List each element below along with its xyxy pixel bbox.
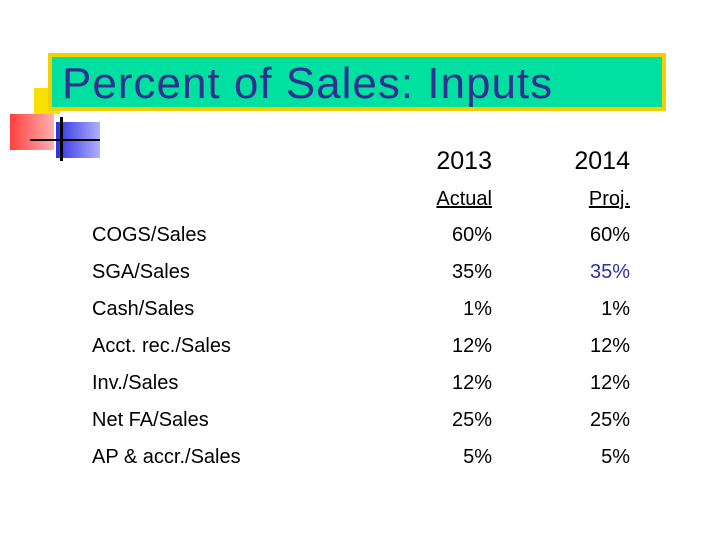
- percent-of-sales-table: 2013 2014 Actual Proj. COGS/Sales 60% 60…: [84, 140, 630, 476]
- table-row: Cash/Sales 1% 1%: [84, 291, 630, 328]
- year-header-row: 2013 2014: [84, 140, 630, 182]
- value-2014-highlighted: 35%: [589, 261, 630, 283]
- row-label: Inv./Sales: [92, 372, 179, 394]
- decorative-red-square: [10, 114, 54, 150]
- row-label: SGA/Sales: [92, 261, 190, 283]
- value-2013: 12%: [451, 335, 492, 357]
- projected-subheader: Proj.: [588, 188, 630, 210]
- year-2014-header: 2014: [574, 146, 630, 175]
- decorative-horizontal-rule: [30, 139, 100, 141]
- value-2014: 12%: [589, 335, 630, 357]
- table-row: Net FA/Sales 25% 25%: [84, 402, 630, 439]
- row-label: Net FA/Sales: [92, 409, 209, 431]
- value-2014: 5%: [601, 446, 630, 468]
- actual-subheader: Actual: [436, 188, 492, 210]
- row-label: Acct. rec./Sales: [92, 335, 231, 357]
- value-2013: 12%: [451, 372, 492, 394]
- decorative-vertical-rule: [60, 117, 63, 161]
- table-row: Inv./Sales 12% 12%: [84, 365, 630, 402]
- title-banner: Percent of Sales: Inputs: [48, 53, 666, 111]
- table-row: SGA/Sales 35% 35%: [84, 254, 630, 291]
- table-row: AP & accr./Sales 5% 5%: [84, 439, 630, 476]
- value-2013: 25%: [451, 409, 492, 431]
- row-label: Cash/Sales: [92, 298, 195, 320]
- table-row: COGS/Sales 60% 60%: [84, 217, 630, 254]
- value-2014: 1%: [601, 298, 630, 320]
- table-row: Acct. rec./Sales 12% 12%: [84, 328, 630, 365]
- year-2013-header: 2013: [436, 146, 492, 175]
- subheader-row: Actual Proj.: [84, 182, 630, 217]
- row-label: AP & accr./Sales: [92, 446, 241, 468]
- value-2014: 12%: [589, 372, 630, 394]
- slide-title: Percent of Sales: Inputs: [62, 59, 554, 108]
- value-2013: 60%: [451, 224, 492, 246]
- value-2013: 1%: [463, 298, 492, 320]
- row-label: COGS/Sales: [92, 224, 207, 246]
- value-2013: 35%: [451, 261, 492, 283]
- value-2013: 5%: [463, 446, 492, 468]
- value-2014: 60%: [589, 224, 630, 246]
- value-2014: 25%: [589, 409, 630, 431]
